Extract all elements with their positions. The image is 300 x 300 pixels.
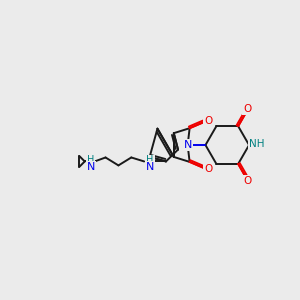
Text: N: N — [146, 162, 154, 172]
Text: NH: NH — [249, 139, 265, 149]
Text: O: O — [243, 176, 251, 186]
Text: O: O — [243, 104, 251, 114]
Text: H: H — [87, 155, 94, 166]
Text: O: O — [204, 116, 213, 126]
Text: N: N — [86, 162, 95, 172]
Text: O: O — [204, 164, 213, 174]
Text: H: H — [146, 155, 154, 166]
Text: N: N — [184, 140, 192, 150]
